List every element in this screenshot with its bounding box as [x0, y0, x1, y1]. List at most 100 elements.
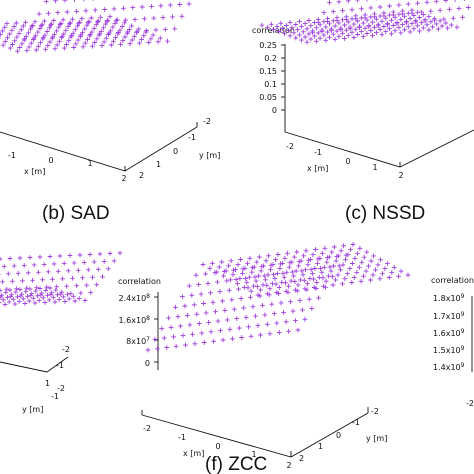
- zcc-surface-point: [260, 303, 265, 308]
- zcc-surface-point: [258, 287, 263, 293]
- nssd-surface-point: [368, 5, 374, 11]
- sad-surface-point: [167, 2, 173, 8]
- sad-surface-point: [92, 7, 98, 13]
- zcc-surface-point: [333, 277, 338, 283]
- zcc-surface-point: [199, 330, 205, 336]
- sad-surface-point: [91, 26, 97, 31]
- zcc-surface-point: [307, 276, 313, 281]
- sad-surface-point: [68, 34, 74, 40]
- sad-surface-point: [132, 33, 137, 39]
- partial-surface-point: [72, 298, 78, 304]
- zcc-y-label: y [m]: [366, 434, 387, 443]
- nssd-surface-point: [297, 19, 302, 24]
- sad-surface-point: [170, 14, 175, 20]
- right-z-ticks: 1.8x109 1.7x109 1.6x109 1.5x109 1.4x109: [433, 293, 465, 372]
- sad-surface-point: [67, 21, 72, 27]
- sad-x-tick: 1: [87, 159, 92, 168]
- zcc-surface-point: [290, 308, 296, 314]
- sad-surface-point: [114, 17, 120, 23]
- sad-surface-point: [66, 38, 72, 44]
- partial-surface-point: [36, 270, 41, 275]
- partial-surface-point: [66, 268, 71, 274]
- partial-surface-point: [33, 288, 39, 294]
- zcc-surface-point: [228, 277, 233, 283]
- zcc-surface-point: [293, 318, 298, 323]
- nssd-surface-point: [269, 21, 274, 27]
- zcc-surface-point: [247, 255, 253, 261]
- zcc-surface-point: [168, 325, 174, 330]
- partial-surface-point: [7, 287, 13, 293]
- sad-surface-point: [82, 26, 88, 32]
- partial-surface-point: [42, 300, 48, 305]
- sad-surface-point: [123, 17, 128, 23]
- zcc-surface-point: [264, 282, 270, 288]
- partial-surface-point: [16, 299, 22, 304]
- nssd-surface-point: [330, 18, 336, 24]
- sad-surface-point: [96, 32, 102, 38]
- sad-surface-point: [43, 46, 48, 52]
- sad-surface-point: [130, 5, 136, 10]
- nssd-surface-point: [342, 22, 347, 28]
- nssd-surface-point: [364, 31, 370, 36]
- zcc-surface-point: [269, 301, 275, 307]
- zcc-surface-point: [318, 266, 323, 271]
- zcc-surface-point: [271, 311, 277, 316]
- zcc-surface-point: [246, 324, 251, 330]
- zcc-surface-point: [336, 263, 342, 269]
- sad-surface-point: [127, 27, 132, 32]
- sad-surface-point: [107, 14, 113, 20]
- sad-surface-point: [2, 24, 8, 30]
- nssd-surface-point: [422, 17, 428, 22]
- sad-surface-point: [71, 45, 77, 50]
- sad-surface-point: [160, 15, 166, 20]
- partial-surface-point: [9, 292, 14, 297]
- zcc-surface-point: [270, 281, 275, 286]
- sad-surface-point: [111, 6, 117, 12]
- nssd-surface-point: [362, 25, 368, 31]
- zcc-surface-point: [286, 264, 292, 270]
- sad-surface-point: [98, 29, 104, 34]
- zcc-surface-point: [368, 258, 374, 264]
- nssd-surface-point: [447, 6, 452, 12]
- zcc-surface-point: [225, 317, 230, 323]
- nssd-surface: [259, 0, 471, 45]
- sad-surface-point: [48, 22, 53, 28]
- nssd-surface-point: [383, 15, 389, 21]
- nssd-surface-point: [293, 22, 299, 27]
- sad-surface-point: [57, 22, 63, 27]
- partial-surface-point: [30, 277, 35, 283]
- sad-surface-point: [10, 42, 15, 47]
- nssd-surface-point: [336, 20, 342, 26]
- zcc-surface-point: [216, 264, 222, 270]
- sad-surface-point: [99, 43, 105, 48]
- nssd-surface-point: [329, 26, 334, 32]
- zcc-surface-point: [364, 249, 370, 255]
- nssd-surface-point: [454, 24, 460, 30]
- zcc-caption: (f) ZCC: [205, 454, 267, 474]
- zcc-surface-point: [278, 261, 283, 267]
- nssd-surface-point: [360, 20, 366, 26]
- nssd-surface-point: [385, 21, 390, 26]
- nssd-z-tick: 0.15: [259, 67, 277, 76]
- nssd-surface-point: [368, 28, 374, 33]
- partial-surface-point: [107, 251, 113, 256]
- zcc-surface-point: [319, 269, 325, 275]
- sad-surface-point: [158, 3, 164, 9]
- nssd-surface-point: [334, 15, 340, 21]
- sad-surface-point: [153, 27, 159, 33]
- zcc-surface-point: [329, 249, 335, 255]
- partial-surface-point: [55, 292, 60, 298]
- zcc-surface-point: [178, 323, 183, 329]
- partial-surface-point: [117, 250, 123, 256]
- zcc-surface-point: [296, 259, 302, 264]
- zcc-box: [141, 292, 369, 458]
- zcc-surface-point: [233, 277, 239, 282]
- partial-surface-point: [45, 292, 50, 298]
- zcc-surface-point: [312, 266, 318, 271]
- zcc-surface-point: [226, 263, 231, 269]
- nssd-surface-point: [374, 16, 379, 22]
- sad-surface-point: [101, 39, 107, 45]
- sad-surface-point: [4, 21, 10, 26]
- zcc-surface-point: [201, 340, 207, 345]
- zcc-surface-point: [192, 341, 198, 347]
